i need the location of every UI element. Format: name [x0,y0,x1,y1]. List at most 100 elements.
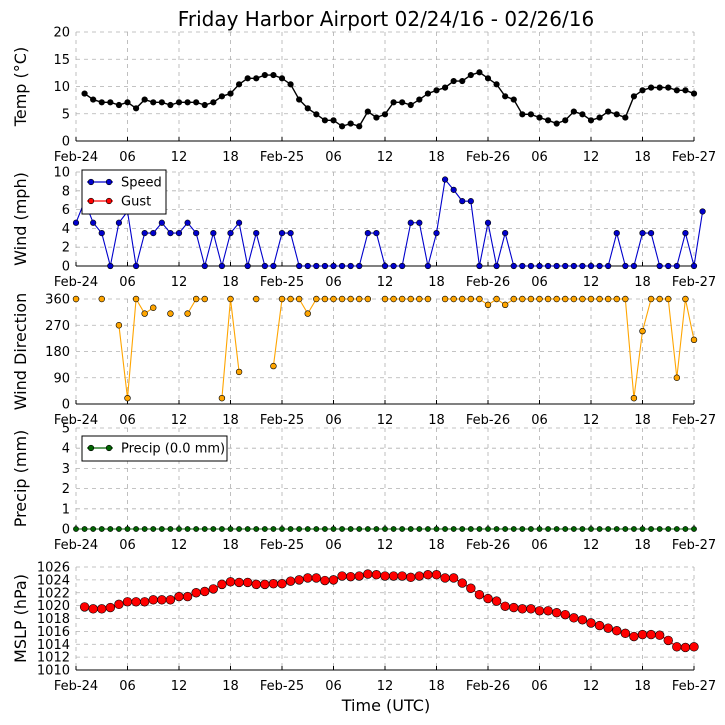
data-point-wind [450,186,457,193]
data-point-precip [605,526,612,532]
data-point-temp [570,108,577,115]
data-point-direction [622,295,629,303]
ylabel-dir: Wind Direction [11,293,30,411]
y-tick-label: 1016 [37,625,70,640]
data-point-temp [390,99,397,106]
data-point-wind [227,230,234,237]
data-point-wind [356,262,363,270]
x-tick-label: 12 [583,679,600,694]
data-point-wind [665,262,672,270]
x-tick-label: 18 [428,413,445,428]
data-point-temp [313,111,320,118]
data-point-direction [604,295,612,303]
data-point-precip [373,526,380,532]
data-point-temp [381,111,389,118]
data-point-direction [184,310,191,317]
data-point-precip [519,526,526,532]
data-point-precip [562,526,569,532]
data-point-temp [201,101,208,109]
x-tick-label: 06 [119,275,136,290]
data-point-wind [287,230,294,237]
y-tick-label: 20 [53,26,70,41]
data-point-mslp [629,631,639,642]
data-point-mslp [174,591,184,602]
data-point-precip [613,526,620,532]
data-point-temp [424,90,432,97]
data-point-temp [218,93,226,100]
data-point-direction [235,368,243,376]
x-tick-label: 18 [428,538,445,553]
x-tick-label: Feb-25 [260,413,304,428]
x-tick-label: 12 [583,150,600,165]
data-point-mslp [672,642,682,652]
legend-label: Precip (0.0 mm) [121,442,225,457]
y-tick-label: 10 [53,166,70,181]
data-point-wind [690,262,698,270]
x-tick-label: Feb-24 [54,275,98,290]
series-line-direction [272,298,368,367]
data-point-wind [399,262,406,270]
data-point-mslp [114,599,124,610]
data-point-mslp [680,642,691,653]
data-point-mslp [354,571,364,581]
data-point-temp [98,99,105,106]
data-point-wind [433,230,440,237]
x-tick-label: 18 [634,679,651,694]
data-point-direction [416,295,423,303]
data-point-direction [115,322,123,329]
data-point-direction [493,295,500,303]
ylabel-precip: Precip (mm) [11,430,30,528]
data-point-mslp [431,570,442,580]
legend-marker [87,178,95,186]
y-tick-label: 5 [62,107,70,122]
data-point-mslp [88,604,98,614]
y-tick-label: 0 [62,135,70,150]
data-point-temp [510,96,517,103]
data-point-mslp [260,579,270,590]
data-point-precip [639,526,646,532]
data-point-precip [364,526,371,532]
x-tick-label: Feb-27 [672,679,716,694]
data-point-wind [141,230,148,237]
data-point-precip [210,526,217,532]
data-point-temp [544,117,552,124]
x-tick-label: 18 [222,538,239,553]
x-tick-label: 18 [428,679,445,694]
data-point-direction [227,295,234,303]
data-point-mslp [689,642,699,652]
data-point-precip [390,526,397,532]
data-point-precip [476,526,483,532]
data-point-direction [124,394,131,402]
data-point-wind [373,230,380,237]
data-point-precip [330,526,337,532]
data-point-precip [416,526,423,532]
data-point-precip [459,526,466,532]
y-tick-label: 90 [53,371,70,386]
data-point-mslp [448,573,459,583]
data-point-mslp [303,573,313,583]
data-point-temp [175,99,183,106]
data-point-temp [519,111,526,118]
data-point-mslp [191,588,201,598]
data-point-direction [544,295,552,303]
data-point-temp [562,117,569,124]
data-point-mslp [620,628,631,639]
data-point-direction [364,295,372,303]
data-point-wind [587,262,595,270]
data-point-mslp [483,593,493,604]
data-point-wind [338,262,346,270]
x-tick-label: 18 [222,679,239,694]
data-point-precip [253,526,260,532]
data-point-temp [373,114,380,121]
data-point-mslp [97,604,107,614]
x-tick-label: 18 [222,413,239,428]
data-point-direction [278,295,286,303]
data-point-temp [287,81,294,88]
data-point-mslp [363,569,373,579]
data-point-wind [570,262,577,270]
data-point-wind [72,219,80,226]
x-tick-label: 18 [634,538,651,553]
data-point-direction [356,295,363,303]
data-point-direction [407,295,414,303]
data-point-wind [115,219,123,226]
